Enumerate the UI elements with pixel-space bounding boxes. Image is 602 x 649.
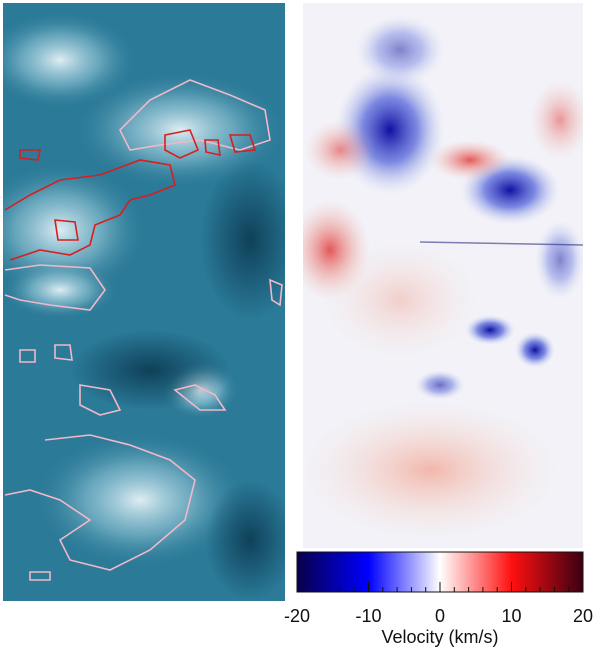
colorbar-tick-label: -10 [355,606,381,626]
colorbar-tick-label: -20 [284,606,310,626]
colorbar-ticks: -20 -10 0 10 20 [284,582,593,626]
velocity-image [303,3,583,548]
intensity-image [3,3,285,601]
colorbar-tick-label: 20 [573,606,593,626]
colorbar-label: Velocity (km/s) [381,627,498,647]
colorbar-tick-label: 10 [501,606,521,626]
colorbar-tick-label: 0 [435,606,445,626]
